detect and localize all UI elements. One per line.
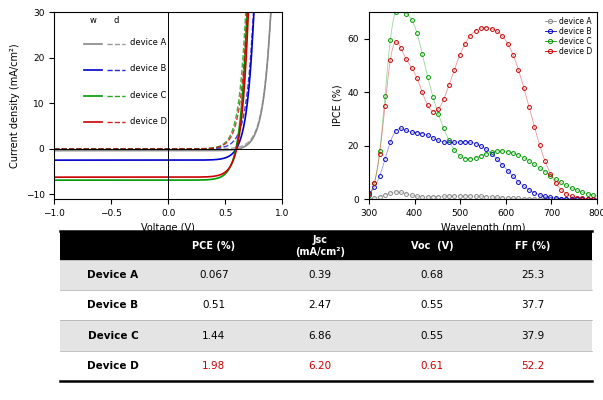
Text: d: d [113, 16, 119, 25]
Text: device D: device D [130, 117, 166, 126]
X-axis label: Voltage (V): Voltage (V) [141, 223, 195, 233]
Text: w: w [90, 16, 96, 25]
Text: 52.2: 52.2 [522, 361, 545, 371]
Text: 25.3: 25.3 [522, 270, 545, 280]
Text: device C: device C [130, 90, 166, 100]
Text: 0.39: 0.39 [309, 270, 332, 280]
Text: Voc  (V): Voc (V) [411, 241, 453, 251]
Bar [60, 320, 592, 351]
Legend: device A, device B, device C, device D: device A, device B, device C, device D [544, 16, 593, 57]
Text: Device C: Device C [87, 330, 138, 340]
Text: Device B: Device B [87, 300, 139, 310]
Bar [60, 260, 592, 290]
Text: 1.98: 1.98 [203, 361, 226, 371]
Text: device A: device A [130, 38, 166, 47]
Text: 0.067: 0.067 [199, 270, 229, 280]
Text: 0.55: 0.55 [420, 330, 444, 340]
Text: 6.20: 6.20 [309, 361, 332, 371]
Text: Device A: Device A [87, 270, 139, 280]
Text: 0.55: 0.55 [420, 300, 444, 310]
Text: 37.7: 37.7 [522, 300, 545, 310]
Text: 0.68: 0.68 [420, 270, 444, 280]
Bar [60, 231, 592, 260]
Text: 1.44: 1.44 [203, 330, 226, 340]
Text: 37.9: 37.9 [522, 330, 545, 340]
Text: 0.51: 0.51 [203, 300, 226, 310]
Y-axis label: IPCE (%): IPCE (%) [332, 85, 342, 126]
Y-axis label: Current density (mA/cm²): Current density (mA/cm²) [10, 43, 20, 168]
Text: device B: device B [130, 64, 166, 73]
Text: 2.47: 2.47 [309, 300, 332, 310]
Text: FF (%): FF (%) [516, 241, 551, 251]
Text: Device D: Device D [87, 361, 139, 371]
Text: 0.61: 0.61 [420, 361, 444, 371]
Bar [60, 351, 592, 381]
Text: 6.86: 6.86 [309, 330, 332, 340]
Text: PCE (%): PCE (%) [192, 241, 236, 251]
Text: Jsc
(mA/cm²): Jsc (mA/cm²) [295, 235, 346, 256]
Bar [60, 290, 592, 320]
X-axis label: Wavelength (nm): Wavelength (nm) [441, 223, 525, 233]
